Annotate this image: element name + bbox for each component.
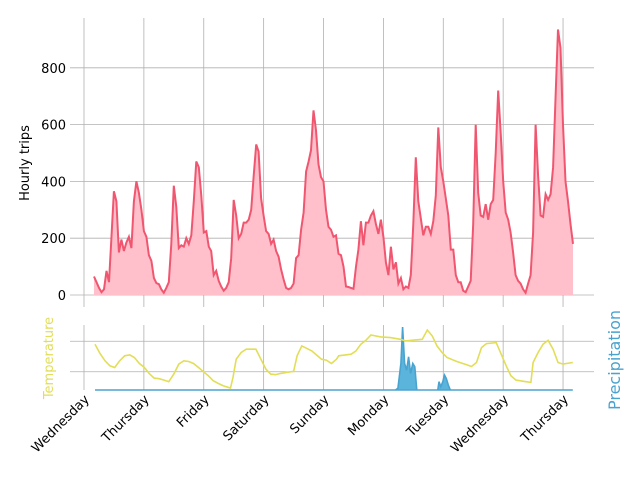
- top-y-ticks: 0 200 400 600 800: [41, 62, 66, 304]
- x-tick-label: Thursday: [518, 392, 572, 446]
- temperature-axis-label: Temperature: [42, 317, 57, 400]
- x-tick-label: Saturday: [220, 392, 272, 444]
- x-tick-label: Thursday: [99, 392, 153, 446]
- temperature-line: [94, 328, 573, 389]
- precipitation-axis-label: Precipitation: [605, 310, 624, 410]
- x-tick-label: Friday: [174, 392, 213, 431]
- y-tick-label: 400: [41, 175, 66, 190]
- x-tick-label: Wednesday: [448, 392, 512, 456]
- x-tick-label: Monday: [345, 392, 392, 439]
- trips-area: [93, 29, 574, 295]
- y-tick-label: 800: [41, 62, 66, 77]
- top-y-axis-label: Hourly trips: [18, 125, 33, 201]
- precipitation-area: [95, 326, 573, 391]
- x-tick-label: Sunday: [287, 392, 332, 437]
- x-ticks: Wednesday Thursday Friday Saturday Sunday Mon…: [29, 392, 572, 456]
- y-tick-label: 600: [41, 119, 66, 134]
- x-tick-label: Tuesday: [403, 392, 452, 441]
- y-tick-label: 0: [58, 289, 66, 304]
- trips-line: [93, 29, 574, 295]
- y-tick-label: 200: [41, 232, 66, 247]
- x-tick-label: Wednesday: [29, 392, 93, 456]
